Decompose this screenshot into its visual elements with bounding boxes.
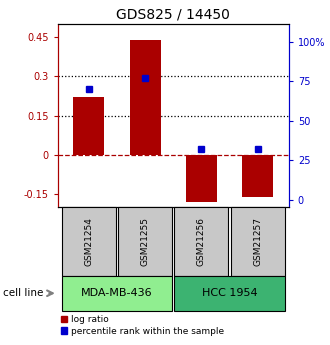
Text: GSM21256: GSM21256 <box>197 217 206 266</box>
Bar <box>73 97 104 155</box>
Bar <box>62 207 116 276</box>
Text: cell line: cell line <box>3 288 44 298</box>
Bar <box>62 276 172 310</box>
Title: GDS825 / 14450: GDS825 / 14450 <box>116 8 230 22</box>
Text: MDA-MB-436: MDA-MB-436 <box>81 288 153 298</box>
Text: GSM21255: GSM21255 <box>141 217 149 266</box>
Bar <box>118 207 172 276</box>
Text: GSM21254: GSM21254 <box>84 217 93 266</box>
Bar <box>186 155 217 202</box>
Bar <box>242 155 273 197</box>
Legend: log ratio, percentile rank within the sample: log ratio, percentile rank within the sa… <box>61 315 224 336</box>
Text: GSM21257: GSM21257 <box>253 217 262 266</box>
Bar <box>174 276 285 310</box>
Bar <box>174 207 228 276</box>
Bar <box>231 207 285 276</box>
Bar <box>130 40 161 155</box>
Text: HCC 1954: HCC 1954 <box>202 288 257 298</box>
